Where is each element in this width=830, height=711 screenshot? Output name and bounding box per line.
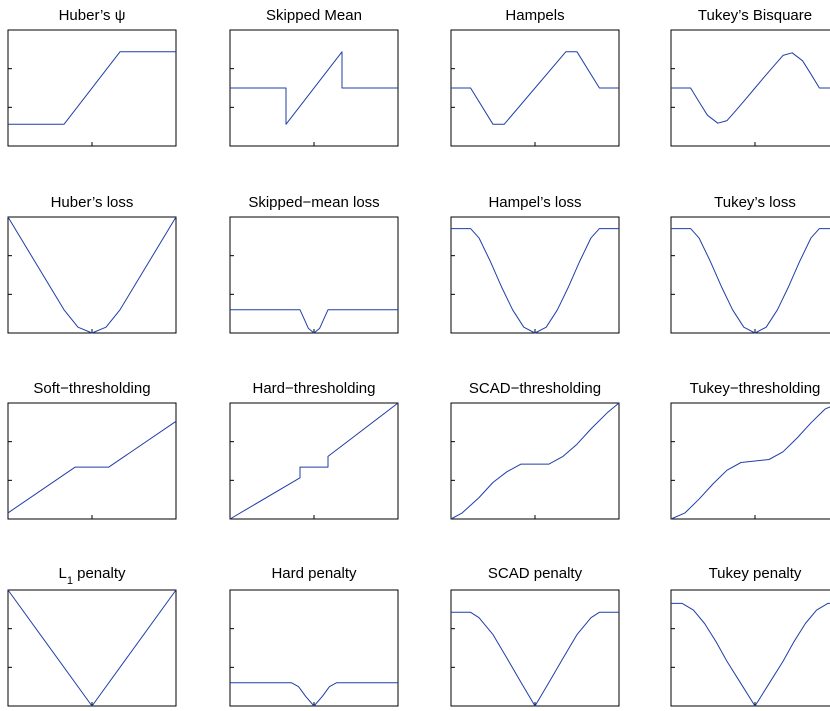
panel-title-main: L bbox=[58, 565, 66, 582]
series-line bbox=[230, 51, 398, 125]
panel-3: Hampels bbox=[450, 7, 620, 147]
panel-title: L1 penalty bbox=[58, 565, 126, 587]
panel-12: Tukey−thresholding bbox=[670, 380, 830, 520]
panel-1: Huber’s ψ bbox=[7, 7, 177, 147]
panel-title: Tukey−thresholding bbox=[690, 380, 821, 397]
panel-13: L1 penalty bbox=[7, 565, 177, 707]
plot-frame bbox=[7, 216, 177, 334]
plot-frame bbox=[670, 589, 830, 707]
panel-title: Hampel’s loss bbox=[488, 194, 581, 211]
series-line bbox=[7, 589, 177, 707]
panel-title-subscript: 1 bbox=[67, 575, 73, 587]
plot-frame bbox=[229, 402, 399, 520]
panel-title: SCAD penalty bbox=[488, 565, 583, 582]
panel-title: Hard penalty bbox=[271, 565, 357, 582]
plot-frame bbox=[229, 216, 399, 334]
panel-title: Tukey’s Bisquare bbox=[698, 7, 812, 24]
series-line bbox=[450, 402, 620, 520]
panel-title: Skipped−mean loss bbox=[248, 194, 379, 211]
series-line bbox=[230, 682, 398, 707]
series-line bbox=[451, 611, 619, 707]
plot-frame bbox=[7, 402, 177, 520]
series-line bbox=[451, 51, 619, 125]
series-line bbox=[8, 51, 176, 125]
panel-title: Tukey penalty bbox=[709, 565, 802, 582]
plot-frame bbox=[7, 589, 177, 707]
panel-title: Tukey’s loss bbox=[714, 194, 796, 211]
panel-title: Soft−thresholding bbox=[33, 380, 150, 397]
panel-11: SCAD−thresholding bbox=[450, 380, 620, 520]
series-line bbox=[671, 228, 830, 334]
panel-title: SCAD−thresholding bbox=[469, 380, 601, 397]
panel-6: Skipped−mean loss bbox=[229, 194, 399, 334]
panel-7: Hampel’s loss bbox=[450, 194, 620, 334]
panel-2: Skipped Mean bbox=[229, 7, 399, 147]
panel-14: Hard penalty bbox=[229, 565, 399, 707]
panel-title-rest: penalty bbox=[73, 565, 126, 582]
series-line bbox=[451, 228, 619, 334]
plot-frame bbox=[450, 402, 620, 520]
panel-9: Soft−thresholding bbox=[7, 380, 177, 520]
series-line bbox=[230, 309, 398, 334]
series-line bbox=[7, 216, 177, 334]
panel-title: Skipped Mean bbox=[266, 7, 362, 24]
panel-title: Huber’s ψ bbox=[59, 7, 126, 24]
panel-5: Huber’s loss bbox=[7, 194, 177, 334]
plot-frame bbox=[670, 216, 830, 334]
panel-10: Hard−thresholding bbox=[229, 380, 399, 520]
panel-title: Hard−thresholding bbox=[253, 380, 376, 397]
panel-title: Hampels bbox=[505, 7, 564, 24]
panel-title: Huber’s loss bbox=[51, 194, 134, 211]
series-line bbox=[670, 406, 830, 520]
series-line bbox=[671, 602, 830, 707]
plot-frame bbox=[450, 589, 620, 707]
panel-8: Tukey’s loss bbox=[670, 194, 830, 334]
series-line bbox=[229, 402, 399, 520]
plot-frame bbox=[229, 589, 399, 707]
panel-15: SCAD penalty bbox=[450, 565, 620, 707]
series-line bbox=[7, 420, 177, 514]
panel-4: Tukey’s Bisquare bbox=[670, 7, 830, 147]
panel-16: Tukey penalty bbox=[670, 565, 830, 707]
series-line bbox=[671, 52, 830, 124]
plot-frame bbox=[670, 29, 830, 147]
